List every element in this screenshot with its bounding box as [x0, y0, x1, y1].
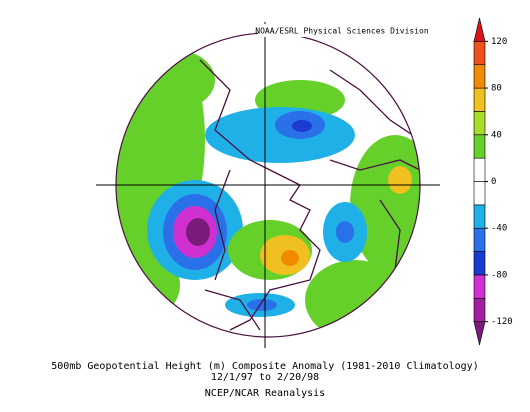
colorbar-tick-label: 40 [491, 130, 502, 140]
colorbar-tick-label: 80 [491, 84, 502, 94]
colorbar-segment [473, 157, 486, 182]
colorbar-segment [473, 251, 486, 276]
caption-title: 500mb Geopotential Height (m) Composite … [51, 361, 478, 372]
colorbar-segment [473, 297, 486, 322]
colorbar-segment [473, 87, 486, 112]
colorbar: 120 80 40 0 -40 -80 -120 [473, 17, 513, 346]
map-disc [116, 33, 420, 337]
colorbar-segment [473, 64, 486, 89]
source-label: NOAA/ESRL Physical Sciences Division [255, 27, 429, 36]
colorbar-segment [473, 111, 486, 136]
colorbar-segment [473, 227, 486, 252]
colorbar-segment [473, 204, 486, 229]
colorbar-tick-label: 120 [491, 37, 507, 47]
colorbar-tick-label: 0 [491, 177, 496, 187]
source-box [258, 24, 426, 37]
colorbar-segment [473, 41, 486, 66]
colorbar-tick-label: -40 [491, 224, 507, 234]
caption-dates: 12/1/97 to 2/20/98 [211, 372, 319, 383]
caption-source: NCEP/NCAR Reanalysis [205, 388, 325, 399]
colorbar-tick-label: -120 [491, 317, 513, 327]
colorbar-top-arrow [473, 17, 486, 42]
colorbar-tick-label: -80 [491, 270, 507, 280]
colorbar-bottom-arrow [473, 321, 486, 346]
colorbar-segment [473, 274, 486, 299]
colorbar-segment [473, 181, 486, 206]
colorbar-segment [473, 134, 486, 159]
